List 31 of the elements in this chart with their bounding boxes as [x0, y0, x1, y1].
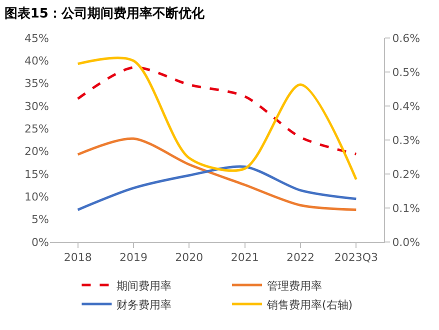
chart-title: 图表15：公司期间费用率不断优化 — [4, 5, 206, 22]
y-tick-label: 25% — [24, 122, 49, 136]
line-series — [76, 137, 358, 212]
line-series — [76, 66, 358, 156]
y2-tick-label: 0.4% — [392, 100, 420, 113]
legend-label: 管理费用率 — [267, 279, 322, 292]
legend-label: 期间费用率 — [116, 279, 172, 292]
y-tick-label: 40% — [24, 54, 49, 68]
legend-label: 销售费用率(右轴) — [266, 298, 353, 312]
y-tick-label: 0% — [32, 236, 49, 249]
legend-label: 财务费用率 — [116, 298, 172, 312]
y-tick-label: 20% — [24, 145, 49, 158]
y2-tick-label: 0.6% — [392, 32, 420, 45]
y2-tick-label: 0.0% — [392, 236, 420, 249]
y-tick-label: 30% — [24, 100, 49, 113]
y-tick-label: 35% — [24, 77, 49, 90]
x-tick-label: 2022 — [286, 251, 314, 264]
x-tick-label: 2019 — [120, 251, 148, 264]
x-tick-label: 2023Q3 — [334, 251, 378, 264]
y2-tick-label: 0.2% — [392, 168, 420, 181]
y-tick-label: 15% — [24, 168, 49, 181]
x-tick-label: 2020 — [175, 251, 204, 264]
x-tick-label: 2021 — [230, 251, 259, 264]
y-tick-label: 5% — [32, 213, 49, 226]
y-tick-label: 10% — [24, 190, 49, 204]
y2-tick-label: 0.5% — [392, 66, 420, 79]
y-tick-label: 45% — [24, 32, 49, 45]
y2-tick-label: 0.1% — [392, 202, 420, 215]
y2-tick-label: 0.3% — [392, 134, 420, 147]
line-series — [76, 165, 358, 212]
x-tick-label: 2018 — [64, 251, 92, 264]
